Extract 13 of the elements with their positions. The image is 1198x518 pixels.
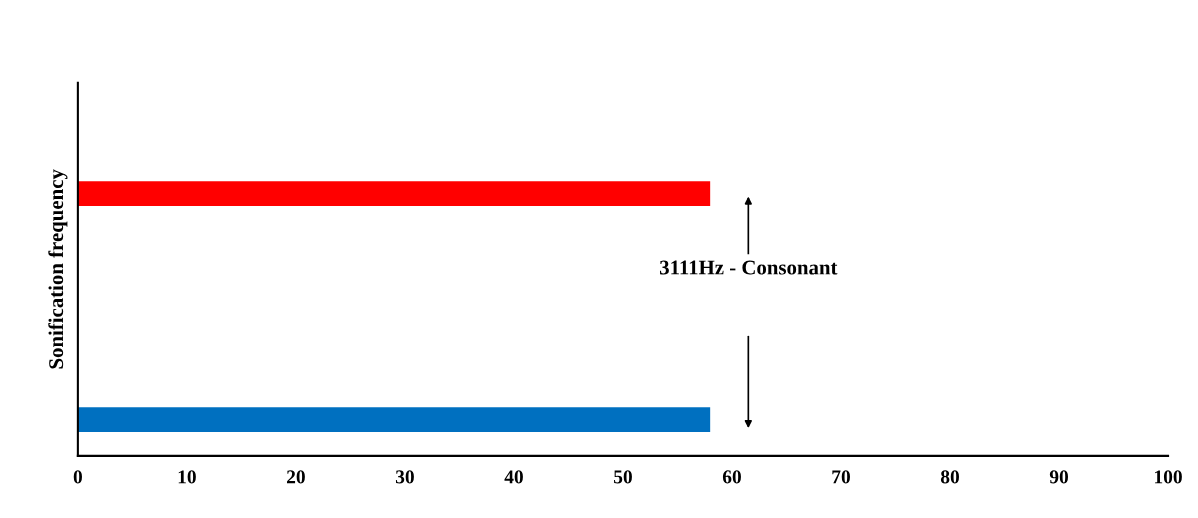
- x-tick-label: 0: [73, 470, 82, 484]
- x-tick-label: 100: [1155, 470, 1182, 484]
- y-axis-title: Sonification frequency: [48, 169, 68, 369]
- x-tick-label: 20: [287, 470, 305, 484]
- x-tick-label: 30: [395, 470, 414, 484]
- x-tick-label: 50: [614, 470, 632, 484]
- annotation: 3111Hz - Consonant: [659, 260, 838, 275]
- x-tick-label: 10: [178, 470, 196, 484]
- x-tick-label: 90: [1049, 470, 1069, 484]
- x-tick-label: 40: [504, 470, 523, 484]
- x-tick-label: 80: [940, 470, 959, 484]
- x-tick-label: 70: [832, 470, 850, 484]
- x-tick-label: 60: [722, 470, 741, 484]
